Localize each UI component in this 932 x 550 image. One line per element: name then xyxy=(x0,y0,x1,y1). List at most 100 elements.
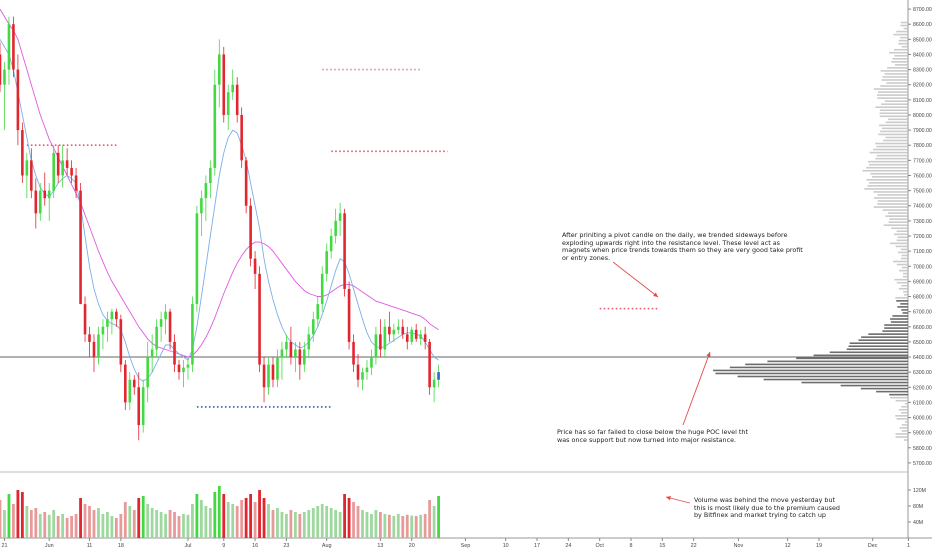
volume-bar xyxy=(119,514,123,538)
candle-body xyxy=(276,357,279,380)
candle-body xyxy=(0,54,2,85)
profile-bar xyxy=(875,106,908,109)
volume-bar xyxy=(182,514,185,538)
price-tick-label: 8000.00 xyxy=(913,113,932,119)
volume-bar xyxy=(396,514,400,538)
volume-bar xyxy=(217,486,221,538)
profile-bar xyxy=(901,284,908,287)
profile-bar xyxy=(889,218,908,220)
candle-body xyxy=(186,364,190,368)
time-tick-label: 1 xyxy=(907,543,910,549)
profile-bar xyxy=(879,112,908,115)
candle-body xyxy=(182,367,185,373)
profile-bar xyxy=(877,94,908,96)
time-tick-label: 13 xyxy=(377,543,383,549)
volume-bar xyxy=(34,508,38,538)
volume-bar xyxy=(253,502,257,538)
volume-bar xyxy=(280,512,284,538)
profile-bar xyxy=(876,154,908,157)
volume-bar xyxy=(61,514,65,538)
profile-bar xyxy=(883,224,908,227)
profile-bar xyxy=(894,278,908,281)
profile-bar xyxy=(901,45,908,48)
volume-bar xyxy=(334,510,338,538)
time-tick-label: Dec xyxy=(868,543,878,549)
profile-bar xyxy=(868,333,908,335)
profile-bar xyxy=(898,42,908,45)
volume-bar xyxy=(410,515,414,538)
candle-body xyxy=(30,160,33,191)
volume-bar xyxy=(3,510,6,538)
candle-body xyxy=(150,349,154,358)
volume-tick-label: 40M xyxy=(913,520,923,526)
candle-body xyxy=(119,319,123,365)
volume-bar xyxy=(146,504,150,538)
time-tick-label: 24 xyxy=(565,543,571,549)
profile-bar xyxy=(849,342,908,345)
candle-body xyxy=(289,341,293,358)
volume-bar xyxy=(177,516,181,538)
volume-bar xyxy=(191,504,194,538)
breakout-arrow-head xyxy=(653,292,658,297)
volume-bar xyxy=(7,494,11,538)
profile-bar xyxy=(901,254,908,257)
candle-body xyxy=(414,329,418,339)
volume-bar xyxy=(97,508,100,538)
profile-bar xyxy=(884,324,908,326)
volume-bar xyxy=(307,510,311,538)
time-tick-label: Nov xyxy=(734,543,744,549)
profile-bar xyxy=(880,70,908,72)
candle-body xyxy=(285,341,288,350)
candle-body xyxy=(226,92,230,115)
volume-bar xyxy=(0,500,2,538)
volume-bar xyxy=(65,518,69,538)
profile-bar xyxy=(881,127,908,130)
volume-bar xyxy=(92,510,96,538)
volume-bar xyxy=(387,514,391,538)
candle-body xyxy=(401,326,405,335)
profile-bar xyxy=(715,372,908,375)
candle-body xyxy=(217,54,221,85)
candle-body xyxy=(173,341,176,365)
profile-bar xyxy=(886,82,908,84)
profile-bar xyxy=(885,215,908,217)
profile-bar xyxy=(881,79,908,81)
price-tick-label: 5700.00 xyxy=(913,461,932,467)
price-tick-label: 8400.00 xyxy=(913,52,932,58)
price-tick-label: 6900.00 xyxy=(913,279,932,285)
profile-bar xyxy=(898,39,908,42)
annotation-breakout: After priniting a pivot candle on the da… xyxy=(562,231,803,262)
profile-bar xyxy=(902,275,908,278)
time-tick-label: 17 xyxy=(534,543,540,549)
profile-bar xyxy=(867,160,908,163)
volume-tick-label: 80M xyxy=(913,504,923,510)
volume-bar xyxy=(365,512,369,538)
candle-body xyxy=(141,387,145,426)
time-tick-label: 15 xyxy=(659,543,665,549)
profile-bar xyxy=(858,339,908,341)
profile-bar xyxy=(763,378,908,381)
candle-body xyxy=(159,319,163,327)
price-tick-label: 7700.00 xyxy=(913,158,932,164)
volume-bar xyxy=(186,514,190,538)
price-tick-label: 7000.00 xyxy=(913,264,932,270)
volume-bar xyxy=(29,510,33,538)
time-tick-label: 8 xyxy=(630,543,633,549)
price-tick-label: 8600.00 xyxy=(913,22,932,28)
profile-bar xyxy=(896,239,908,242)
candle-body xyxy=(195,213,199,305)
candle-body xyxy=(61,160,64,176)
candle-body xyxy=(244,160,248,206)
profile-bar xyxy=(894,48,908,51)
profile-bar xyxy=(893,233,908,236)
price-tick-label: 7900.00 xyxy=(913,128,932,134)
volume-bar xyxy=(141,496,145,538)
profile-bar xyxy=(896,300,908,302)
candle-body xyxy=(25,160,29,176)
volume-bar xyxy=(47,514,51,538)
candle-body xyxy=(249,205,252,259)
candles xyxy=(0,16,440,441)
profile-bar xyxy=(895,399,908,402)
profile-bar xyxy=(879,124,908,127)
